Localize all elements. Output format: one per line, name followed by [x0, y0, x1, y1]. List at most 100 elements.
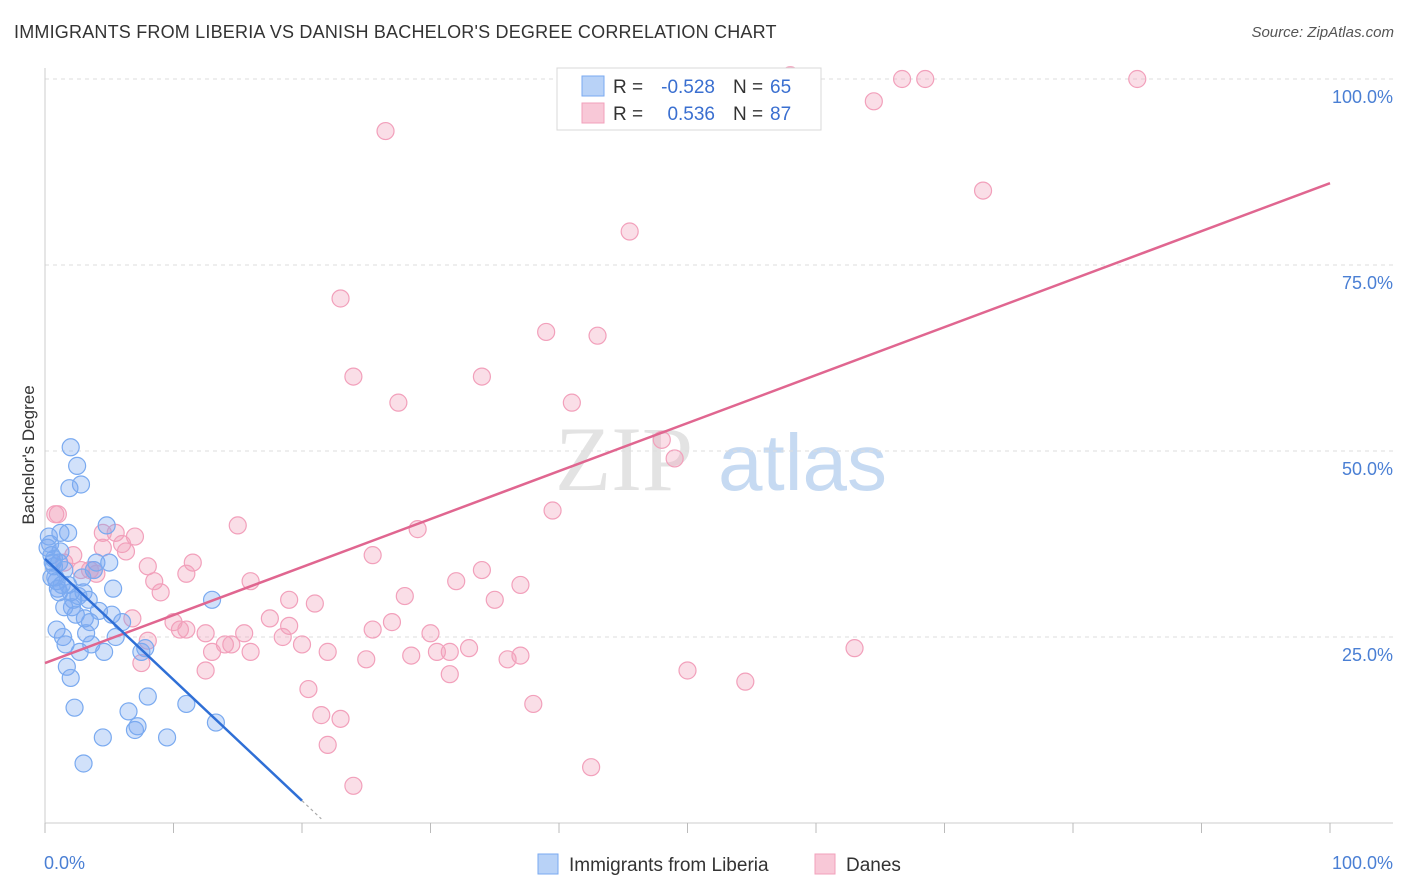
- danes-point-61: [202, 642, 222, 661]
- danes-point-59: [222, 635, 241, 654]
- danes-point-0: [892, 69, 912, 89]
- liberia-point-18: [57, 657, 76, 676]
- liberia-point-15: [47, 620, 66, 639]
- axes: [44, 68, 1393, 833]
- danes-point-67: [440, 642, 459, 661]
- danes-point-55: [382, 613, 402, 632]
- danes-point-80: [524, 694, 543, 714]
- danes-point-52: [196, 624, 215, 643]
- liberia-regression-line: [44, 557, 303, 802]
- bottom-legend: Immigrants from Liberia Danes: [537, 853, 901, 876]
- chart-title: IMMIGRANTS FROM LIBERIA VS DANISH BACHEL…: [14, 22, 777, 42]
- danes-point-53: [235, 624, 254, 643]
- liberia-point-40: [112, 613, 132, 632]
- danes-point-83: [582, 758, 601, 777]
- danes-point-5: [376, 121, 395, 141]
- danes-point-68: [318, 642, 337, 661]
- liberia-point-57: [51, 523, 70, 542]
- legend-swatch-danes: [581, 102, 605, 124]
- danes-point-29: [363, 546, 382, 565]
- y-tick-label-25: 25.0%: [1342, 645, 1393, 665]
- danes-point-70: [357, 650, 376, 669]
- liberia-point-19: [61, 668, 80, 688]
- legend-r-value-1: -0.528: [661, 77, 715, 98]
- danes-point-56: [421, 624, 440, 643]
- liberia-point-38: [104, 579, 123, 598]
- danes-point-46: [485, 590, 504, 609]
- liberia-point-61: [55, 598, 74, 617]
- liberia-point-48: [177, 694, 196, 714]
- danes-point-60: [138, 631, 157, 650]
- danes-point-8: [331, 289, 350, 308]
- danes-point-51: [177, 620, 196, 639]
- danes-point-2: [1128, 69, 1147, 89]
- danes-point-45: [305, 594, 324, 613]
- danes-point-54: [363, 620, 382, 639]
- y-axis-label: Bachelor's Degree: [19, 385, 38, 524]
- bottom-legend-swatch-liberia: [537, 853, 559, 875]
- danes-point-49: [260, 609, 279, 628]
- liberia-point-16: [53, 627, 73, 647]
- danes-point-75: [678, 661, 697, 680]
- danes-point-43: [395, 586, 414, 606]
- legend-r-label-2: R =: [613, 104, 643, 125]
- danes-point-33: [472, 560, 491, 580]
- danes-point-7: [620, 222, 639, 241]
- liberia-point-60: [52, 575, 71, 595]
- danes-point-44: [280, 590, 299, 609]
- danes-point-27: [116, 542, 136, 561]
- liberia-point-31: [87, 553, 106, 572]
- liberia-regression-extension: [301, 800, 322, 820]
- danes-point-73: [440, 665, 459, 684]
- liberia-point-43: [128, 717, 147, 736]
- liberia-point-56: [59, 523, 78, 542]
- danes-point-71: [498, 650, 517, 669]
- liberia-point-47: [157, 728, 177, 747]
- danes-point-62: [241, 642, 260, 661]
- y-tick-label-50: 50.0%: [1342, 459, 1393, 479]
- source-label: Source: ZipAtlas.com: [1251, 24, 1394, 41]
- danes-point-69: [402, 646, 421, 665]
- liberia-point-45: [136, 639, 155, 658]
- liberia-point-53: [68, 456, 87, 475]
- legend-n-label-1: N =: [733, 77, 763, 98]
- legend-swatch-liberia: [581, 75, 605, 97]
- legend-r-value-2: 0.536: [667, 104, 715, 125]
- danes-point-16: [665, 449, 684, 468]
- danes-point-72: [196, 661, 215, 680]
- danes-regression-line: [44, 181, 1331, 665]
- danes-point-13: [389, 393, 408, 412]
- y-tick-label-75: 75.0%: [1342, 273, 1393, 293]
- danes-point-41: [511, 575, 530, 595]
- liberia-point-52: [61, 438, 80, 457]
- danes-point-77: [299, 679, 318, 699]
- danes-point-47: [123, 609, 142, 628]
- liberia-point-33: [93, 728, 112, 747]
- liberia-point-55: [60, 479, 79, 498]
- y-tick-label-100: 100.0%: [1332, 87, 1393, 107]
- legend-box: R = -0.528 N = 65 R = 0.536 N = 87: [556, 67, 822, 131]
- liberia-point-62: [73, 568, 92, 587]
- danes-point-38: [145, 572, 164, 591]
- legend-n-value-1: 65: [770, 77, 791, 98]
- danes-point-79: [331, 709, 350, 728]
- danes-point-17: [543, 501, 562, 520]
- liberia-point-51: [74, 754, 93, 773]
- danes-point-9: [537, 322, 556, 342]
- danes-point-81: [318, 735, 337, 754]
- liberia-point-34: [95, 642, 114, 661]
- danes-point-6: [973, 181, 993, 200]
- liberia-point-63: [38, 538, 57, 557]
- danes-point-74: [736, 672, 755, 691]
- legend-n-label-2: N =: [733, 104, 763, 125]
- danes-point-58: [273, 627, 292, 647]
- liberia-point-46: [138, 687, 157, 706]
- x-tick-max: 100.0%: [1332, 853, 1393, 873]
- liberia-point-64: [44, 549, 64, 568]
- danes-point-3: [864, 92, 883, 111]
- danes-point-64: [427, 642, 447, 661]
- liberia-point-20: [65, 698, 84, 717]
- danes-point-20: [228, 516, 247, 535]
- legend-n-value-2: 87: [770, 104, 791, 125]
